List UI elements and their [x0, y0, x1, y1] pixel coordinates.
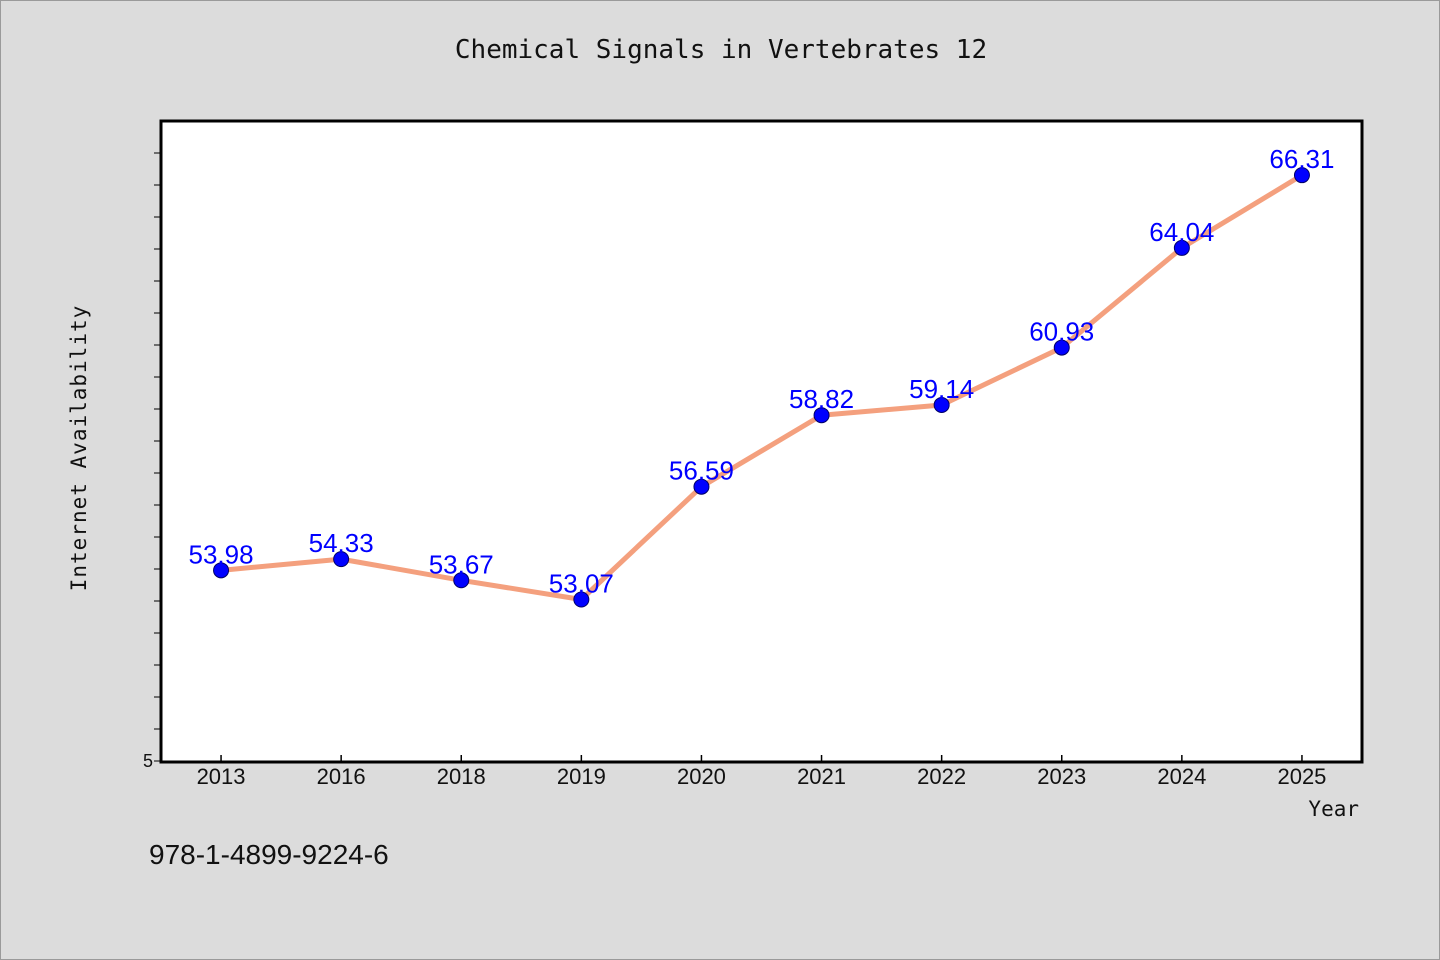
x-axis-label: Year: [1308, 797, 1359, 821]
series-points: [213, 167, 1310, 608]
x-tick-label: 2024: [1157, 764, 1206, 789]
data-point: [333, 551, 350, 568]
y-tick-label: 5: [143, 751, 153, 771]
x-tick-label: 2020: [677, 764, 726, 789]
chart-title: Chemical Signals in Vertebrates 12: [454, 35, 988, 65]
data-label: 56.59: [669, 456, 734, 486]
data-label: 53.67: [429, 549, 494, 579]
x-tick-label: 2022: [917, 764, 966, 789]
series-line: [220, 173, 1304, 603]
data-label: 58.82: [789, 384, 854, 414]
x-tick-label: 2016: [317, 764, 366, 789]
data-point: [1173, 239, 1190, 256]
x-tick-label: 2023: [1037, 764, 1086, 789]
data-label: 53.07: [549, 569, 614, 599]
data-label: 66.31: [1269, 144, 1334, 174]
data-label: 59.14: [909, 374, 974, 404]
x-tick-label: 2013: [197, 764, 246, 789]
data-point: [1053, 339, 1070, 356]
data-point: [693, 478, 710, 495]
data-point: [1293, 167, 1310, 184]
x-tick-label: 2025: [1277, 764, 1326, 789]
data-label: 60.93: [1029, 317, 1094, 347]
data-point: [213, 562, 230, 579]
y-tick-labels: 5: [143, 751, 153, 771]
isbn-text: 978-1-4899-9224-6: [149, 839, 389, 870]
plot-area: [159, 119, 1364, 764]
data-point: [813, 407, 830, 424]
x-tick-label: 2021: [797, 764, 846, 789]
data-point: [453, 572, 470, 589]
data-label: 54.33: [309, 528, 374, 558]
x-tick-labels: 2013 2016 2018 2019 2020 2021 2022 2023 2024 2025: [197, 764, 1327, 789]
x-tick-label: 2019: [557, 764, 606, 789]
data-point: [933, 396, 950, 413]
series-path: [220, 173, 1304, 603]
data-label: 64.04: [1149, 217, 1214, 247]
data-point: [573, 591, 590, 608]
data-labels: 53.98 54.33 53.67 53.07 56.59 58.82 59.14 60.93…: [189, 144, 1335, 598]
x-tick-label: 2018: [437, 764, 486, 789]
axis-ticks: [154, 152, 1303, 762]
data-label: 53.98: [189, 539, 254, 569]
